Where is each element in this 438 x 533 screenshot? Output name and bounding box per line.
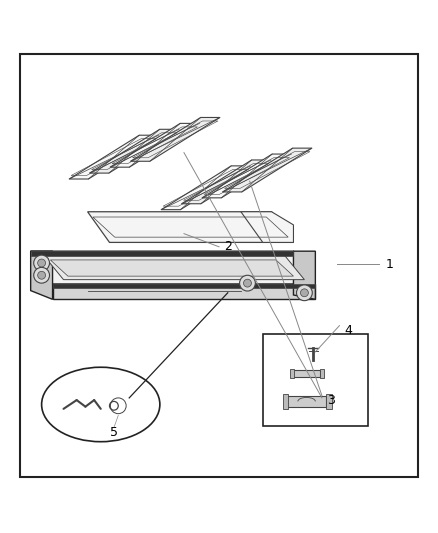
Polygon shape xyxy=(290,369,294,378)
Polygon shape xyxy=(202,154,291,198)
Text: 1: 1 xyxy=(386,258,394,271)
Polygon shape xyxy=(50,260,293,276)
Polygon shape xyxy=(287,395,326,407)
Circle shape xyxy=(34,255,49,271)
Polygon shape xyxy=(88,212,293,243)
Circle shape xyxy=(240,275,255,291)
Circle shape xyxy=(110,401,118,410)
Polygon shape xyxy=(283,393,288,409)
Ellipse shape xyxy=(42,367,160,442)
Polygon shape xyxy=(31,251,293,255)
Polygon shape xyxy=(131,117,220,161)
Polygon shape xyxy=(223,148,312,192)
Polygon shape xyxy=(90,130,179,173)
Polygon shape xyxy=(53,284,315,300)
Circle shape xyxy=(38,271,46,279)
Circle shape xyxy=(244,279,251,287)
Circle shape xyxy=(297,285,312,301)
Circle shape xyxy=(38,259,46,267)
Polygon shape xyxy=(53,284,315,287)
Polygon shape xyxy=(44,255,304,280)
Circle shape xyxy=(300,289,308,297)
Polygon shape xyxy=(182,160,271,204)
Polygon shape xyxy=(161,166,251,209)
Polygon shape xyxy=(326,393,332,409)
Polygon shape xyxy=(241,212,293,243)
Circle shape xyxy=(34,268,49,283)
Text: 2: 2 xyxy=(224,240,232,253)
Polygon shape xyxy=(320,369,324,378)
Bar xyxy=(263,334,368,426)
Polygon shape xyxy=(31,251,315,284)
Polygon shape xyxy=(31,251,53,300)
Text: 3: 3 xyxy=(327,393,335,407)
Polygon shape xyxy=(293,370,320,377)
Text: 4: 4 xyxy=(344,324,352,336)
Text: 5: 5 xyxy=(110,426,118,439)
Polygon shape xyxy=(293,251,315,300)
Polygon shape xyxy=(69,135,159,179)
Polygon shape xyxy=(110,123,199,167)
